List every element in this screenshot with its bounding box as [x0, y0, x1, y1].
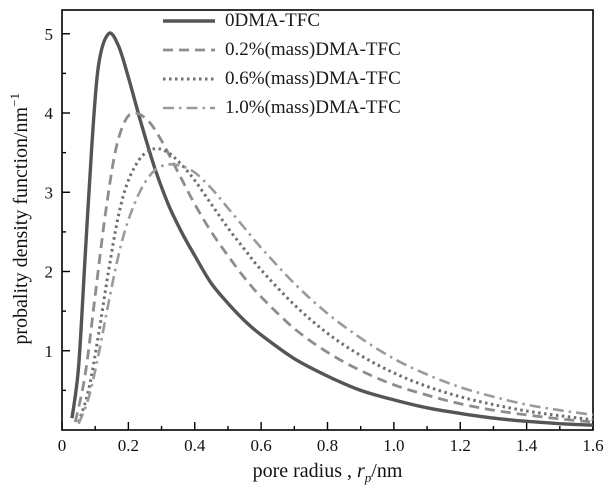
x-tick-label: 1.2: [450, 436, 471, 455]
legend-line-sample-dashed: [163, 48, 215, 51]
legend-item: 0.2%(mass)DMA-TFC: [163, 37, 401, 62]
y-axis-label: probality density function/nm−1: [7, 9, 33, 429]
series-curve-dashed: [73, 111, 594, 424]
y-tick-label: 3: [45, 183, 54, 202]
legend-item: 1.0%(mass)DMA-TFC: [163, 95, 401, 120]
x-tick-label: 1.6: [582, 436, 603, 455]
legend-line-sample-solid: [163, 18, 215, 23]
legend-label: 1.0%(mass)DMA-TFC: [225, 96, 401, 118]
x-tick-label: 0.6: [251, 436, 272, 455]
x-label-suffix: /nm: [371, 460, 403, 482]
legend-item: 0DMA-TFC: [163, 8, 401, 33]
y-label-text: probality density function/nm: [9, 106, 32, 345]
pore-radius-symbol: rp: [357, 460, 372, 485]
legend-line-sample-dash-dot: [163, 106, 215, 109]
legend-line-sample-dotted: [163, 77, 215, 80]
x-tick-label: 0.4: [184, 436, 206, 455]
legend-label: 0DMA-TFC: [225, 9, 321, 31]
x-label-prefix: pore radius ,: [252, 460, 357, 482]
series-curve-dotted: [77, 147, 594, 423]
x-axis-label: pore radius , rp/nm: [62, 460, 593, 486]
x-tick-label: 0: [58, 436, 67, 455]
x-tick-label: 0.2: [118, 436, 139, 455]
y-tick-label: 5: [45, 25, 54, 44]
chart-legend: 0DMA-TFC 0.2%(mass)DMA-TFC 0.6%(mass)DMA-T…: [163, 8, 401, 120]
y-tick-label: 4: [45, 104, 54, 123]
legend-item: 0.6%(mass)DMA-TFC: [163, 66, 401, 91]
x-tick-label: 1.0: [383, 436, 404, 455]
y-tick-label: 1: [45, 342, 54, 361]
y-label-exponent: −1: [7, 93, 23, 107]
legend-label: 0.6%(mass)DMA-TFC: [225, 67, 401, 89]
legend-label: 0.2%(mass)DMA-TFC: [225, 38, 401, 60]
series-curve-solid: [70, 31, 594, 427]
y-tick-label: 2: [45, 263, 54, 282]
series-curve-dash-dot: [77, 163, 594, 425]
x-tick-label: 0.8: [317, 436, 338, 455]
x-tick-label: 1.4: [516, 436, 538, 455]
